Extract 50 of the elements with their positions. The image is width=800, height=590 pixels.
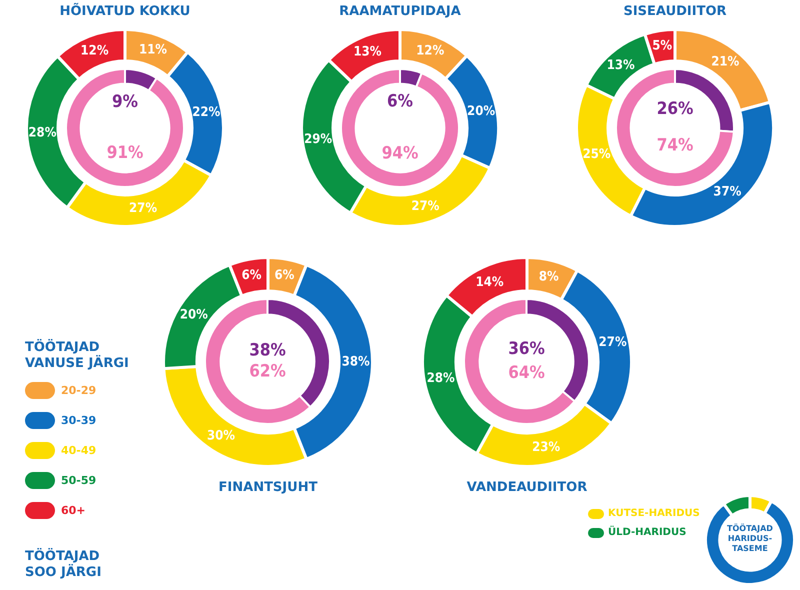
data-label: 8% bbox=[538, 269, 560, 284]
data-label: 94% bbox=[382, 144, 418, 164]
text: TÖÖTAJAD SOO JÄRGI bbox=[25, 549, 102, 581]
data-label: 27% bbox=[411, 199, 440, 214]
legend-label: 40-49 bbox=[61, 444, 96, 457]
data-label: 30% bbox=[206, 428, 236, 444]
text: TÖÖTAJAD HARIDUS-TASEME bbox=[726, 524, 774, 554]
data-label: 20% bbox=[467, 104, 496, 119]
text: VANDEAUDIITOR bbox=[466, 480, 588, 495]
data-label: 14% bbox=[476, 274, 504, 290]
data-label: 26% bbox=[656, 99, 694, 120]
chart-title: RAAMATUPIDAJA bbox=[338, 4, 462, 19]
legend-label: 60+ bbox=[61, 504, 86, 517]
data-label: 6% bbox=[242, 268, 262, 284]
data-label: 11% bbox=[139, 42, 168, 58]
legend-label: KUTSE-HARIDUS bbox=[608, 508, 700, 519]
data-label: 13% bbox=[353, 44, 382, 60]
data-label: 27% bbox=[129, 201, 158, 216]
data-label: 62% bbox=[250, 362, 286, 382]
data-label: 74% bbox=[656, 136, 694, 156]
data-label: 6% bbox=[387, 91, 413, 112]
data-label: 28% bbox=[426, 370, 456, 386]
data-label: 12% bbox=[80, 43, 109, 58]
chart-title: SISEAUDIITOR bbox=[622, 4, 728, 19]
chart-title: HÕIVATUD KOKKU bbox=[58, 4, 192, 19]
data-label: 21% bbox=[711, 54, 740, 70]
data-label: 29% bbox=[304, 132, 332, 147]
data-label: 6% bbox=[274, 268, 295, 284]
data-label: 38% bbox=[250, 340, 286, 361]
data-label: 36% bbox=[508, 339, 546, 360]
data-label: 64% bbox=[508, 363, 546, 384]
data-label: 5% bbox=[652, 38, 672, 54]
legend-label: 30-39 bbox=[61, 414, 96, 427]
data-label: 38% bbox=[342, 354, 370, 370]
data-label: 91% bbox=[106, 142, 144, 163]
data-label: 23% bbox=[532, 440, 560, 456]
data-label: 13% bbox=[606, 58, 636, 73]
legend-label: 50-59 bbox=[61, 474, 96, 487]
legend-label: ÜLD-HARIDUS bbox=[608, 527, 686, 538]
data-label: 20% bbox=[180, 307, 208, 322]
data-label: 12% bbox=[416, 43, 444, 58]
data-label: 9% bbox=[112, 92, 138, 112]
legend-label: 20-29 bbox=[61, 384, 96, 397]
data-label: 27% bbox=[598, 335, 627, 350]
data-label: 28% bbox=[28, 126, 57, 141]
data-label: 25% bbox=[582, 146, 611, 162]
data-label: 22% bbox=[192, 104, 221, 120]
data-label: 37% bbox=[713, 184, 742, 200]
text: FINANTSJUHT bbox=[218, 480, 318, 495]
legend-title: TÖÖTAJAD VANUSE JÄRGI bbox=[25, 340, 130, 372]
